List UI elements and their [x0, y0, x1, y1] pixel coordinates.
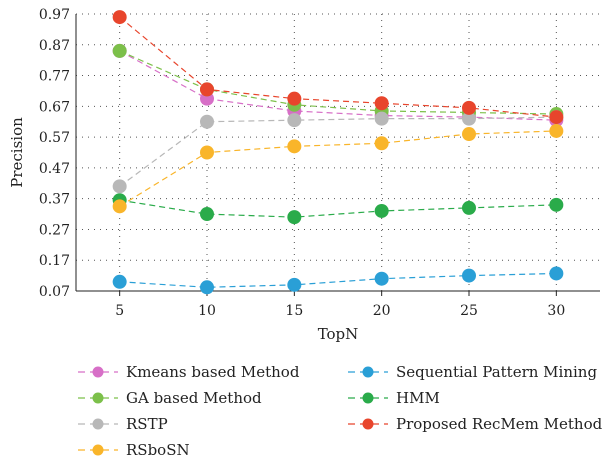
- series-line: [119, 50, 557, 121]
- data-point: [200, 207, 214, 222]
- y-tick-label: 0.47: [39, 161, 70, 177]
- legend-label: Sequential Pattern Mining: [396, 363, 597, 381]
- series-line: [119, 272, 557, 288]
- data-point: [462, 200, 476, 215]
- legend-item: RSboSN: [78, 441, 190, 459]
- x-tick-label: 30: [547, 303, 565, 319]
- series-rsbosn: [112, 123, 564, 214]
- x-tick-label: 5: [115, 303, 124, 319]
- legend-label: Kmeans based Method: [126, 363, 300, 381]
- legend-marker: [92, 366, 104, 378]
- legend-item: GA based Method: [78, 389, 262, 407]
- data-point: [112, 43, 127, 58]
- legend: Kmeans based Method Sequential Pattern Mi…: [78, 363, 603, 459]
- data-point: [287, 91, 302, 106]
- y-tick-label: 0.97: [39, 7, 70, 23]
- data-point: [112, 179, 127, 194]
- series-sequential-pattern-mining: [112, 266, 564, 295]
- legend-marker: [362, 392, 374, 404]
- data-point: [462, 111, 476, 126]
- data-point: [549, 266, 564, 281]
- legend-marker: [92, 418, 104, 430]
- y-tick-label: 0.37: [39, 192, 70, 208]
- legend-label: Proposed RecMem Method: [396, 415, 603, 433]
- series-hmm: [112, 193, 564, 225]
- data-point: [549, 123, 564, 138]
- legend-label: HMM: [396, 389, 440, 407]
- legend-marker: [92, 392, 104, 404]
- data-point: [374, 136, 389, 151]
- y-tick-label: 0.17: [39, 253, 70, 269]
- legend-marker: [362, 418, 374, 430]
- legend-label: RSboSN: [126, 441, 190, 457]
- y-tick-label: 0.67: [39, 99, 70, 115]
- data-point: [112, 10, 127, 25]
- x-axis-label: TopN: [318, 325, 359, 343]
- legend-item: RSTP: [78, 415, 168, 433]
- y-tick-label: 0.27: [39, 222, 70, 238]
- y-axis-label: Precision: [8, 117, 26, 188]
- legend-label: RSTP: [126, 415, 168, 433]
- data-point: [374, 203, 389, 218]
- data-point: [112, 274, 127, 289]
- y-tick-label: 0.57: [39, 130, 70, 146]
- data-point: [462, 100, 476, 115]
- data-point: [374, 96, 389, 111]
- series-proposed-recmem-method: [112, 10, 564, 125]
- data-point: [549, 197, 564, 212]
- legend-item: Kmeans based Method: [78, 363, 300, 381]
- x-tick-label: 25: [460, 303, 478, 319]
- grid: [76, 13, 600, 291]
- data-point: [200, 280, 214, 295]
- series-line: [119, 116, 557, 187]
- y-tick-label: 0.07: [39, 284, 70, 300]
- data-point: [287, 113, 302, 128]
- legend-marker: [362, 366, 374, 378]
- series-kmeans-based-method: [112, 43, 564, 128]
- series-line: [119, 130, 557, 207]
- data-point: [374, 111, 389, 126]
- series-line: [119, 199, 557, 218]
- x-tick-label: 15: [285, 303, 303, 319]
- series: [112, 10, 564, 295]
- series-line: [119, 16, 557, 118]
- data-point: [200, 145, 214, 160]
- legend-item: Sequential Pattern Mining: [348, 363, 597, 381]
- axes: 0.07 0.17 0.27 0.37 0.47 0.57 0.67 0.77 0.87 0.97…: [8, 7, 600, 343]
- legend-item: HMM: [348, 389, 440, 407]
- y-tick-label: 0.77: [39, 69, 70, 85]
- legend-label: GA based Method: [126, 389, 262, 407]
- x-tick-label: 20: [373, 303, 391, 319]
- series-line: [119, 50, 557, 115]
- y-tick-label: 0.87: [39, 38, 70, 54]
- data-point: [462, 127, 476, 142]
- data-point: [549, 110, 564, 125]
- data-point: [374, 271, 389, 286]
- legend-item: Proposed RecMem Method: [348, 415, 603, 433]
- x-tick-label: 10: [198, 303, 216, 319]
- data-point: [287, 139, 302, 154]
- legend-marker: [92, 444, 104, 456]
- series-rstp: [112, 110, 564, 194]
- data-point: [462, 268, 476, 283]
- data-point: [200, 114, 214, 129]
- data-point: [112, 199, 127, 214]
- data-point: [287, 210, 302, 225]
- data-point: [200, 82, 214, 97]
- data-point: [287, 277, 302, 292]
- series-ga-based-method: [112, 43, 564, 122]
